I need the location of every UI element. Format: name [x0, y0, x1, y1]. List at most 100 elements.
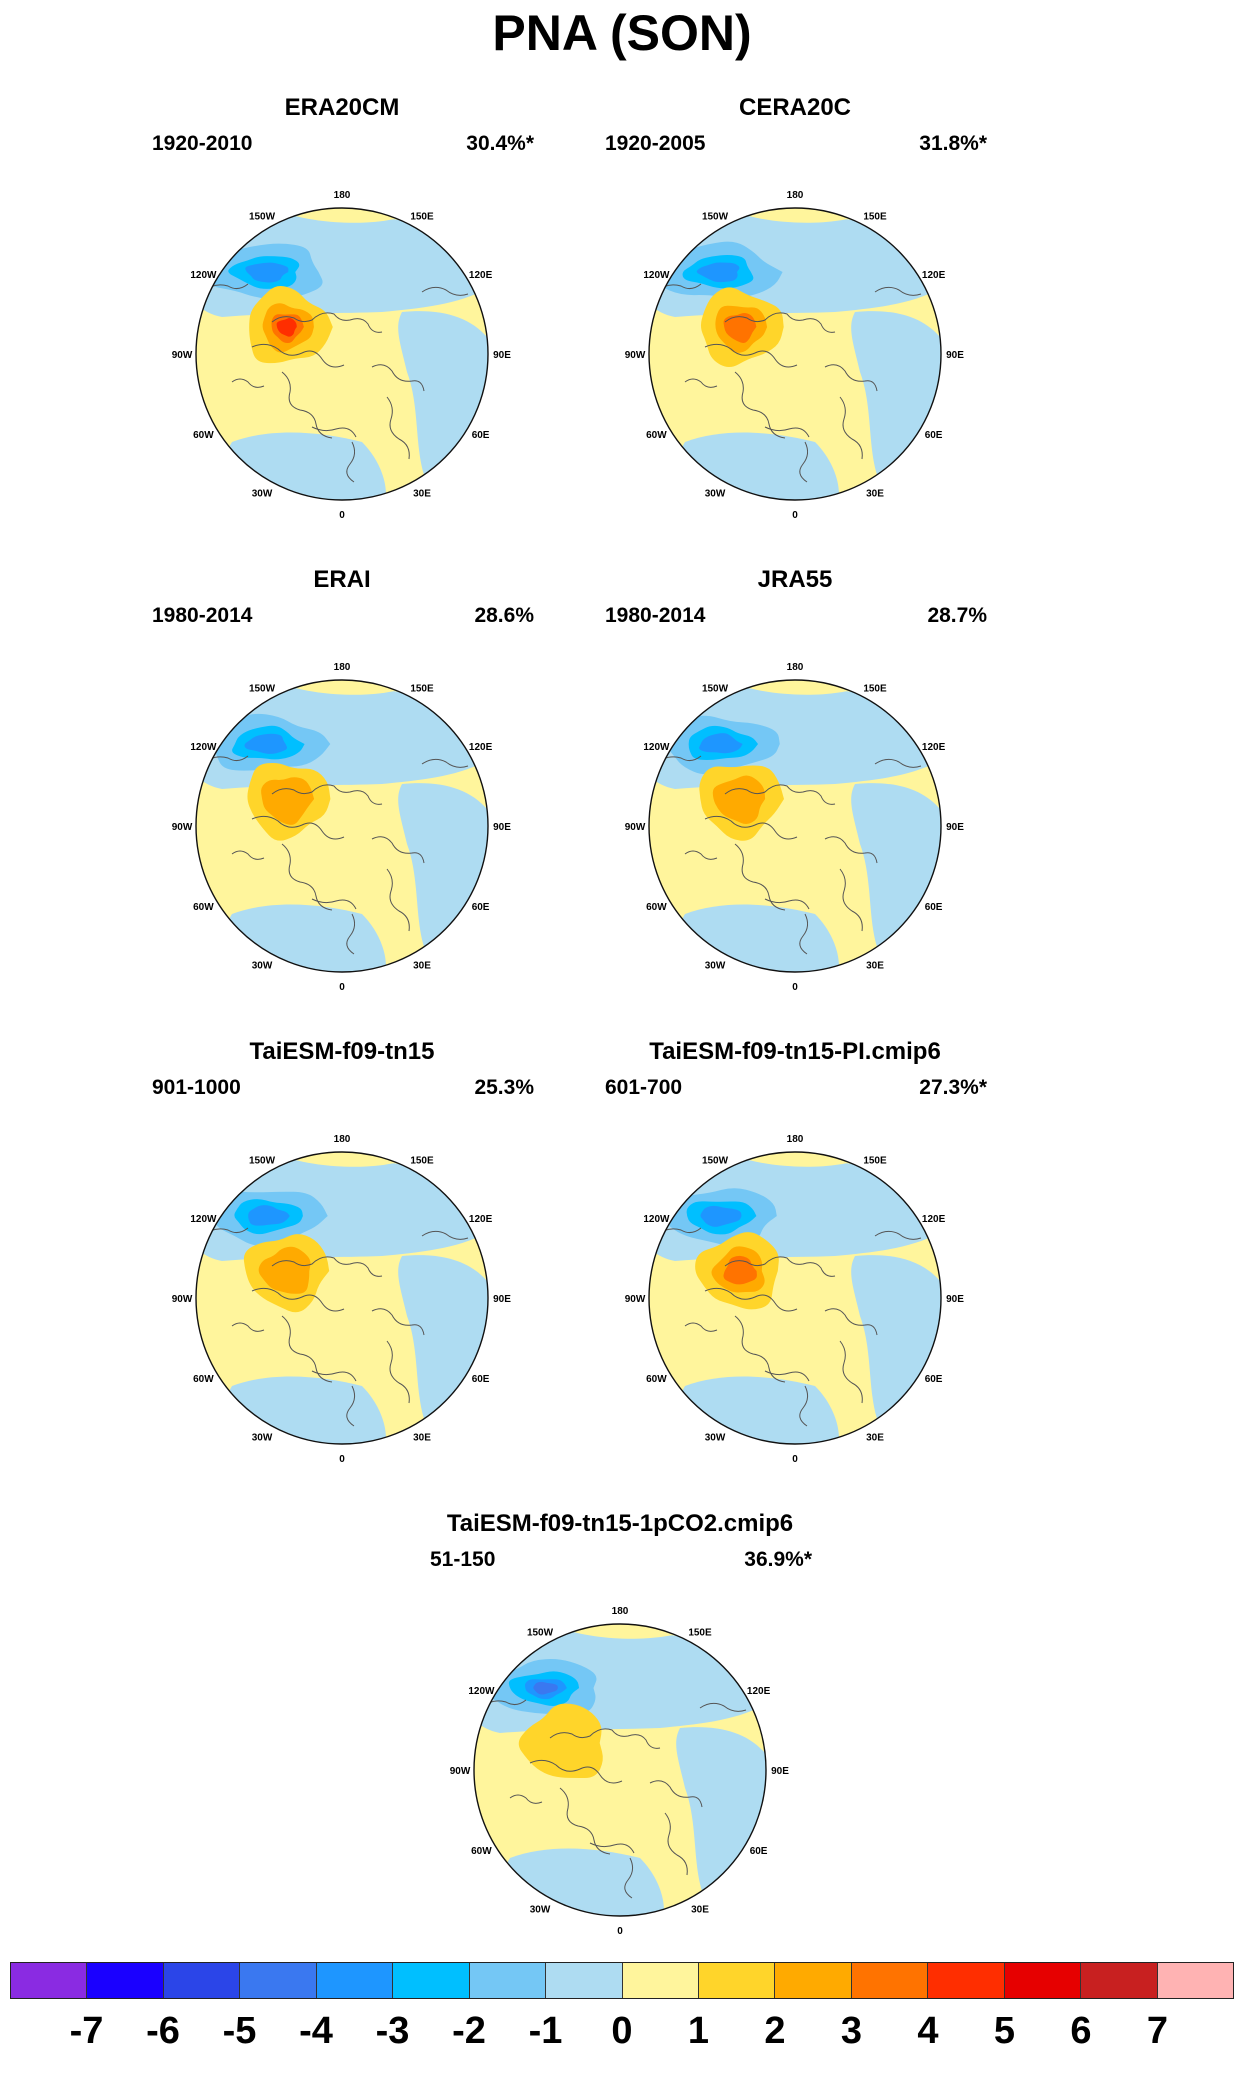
- coastline: [271, 1256, 383, 1277]
- longitude-label: 60W: [193, 902, 214, 913]
- longitude-label: 0: [339, 1454, 345, 1465]
- longitude-label: 90W: [172, 822, 193, 833]
- positive-contour: [258, 1246, 311, 1294]
- longitude-label: 60W: [646, 430, 667, 441]
- colorbar-cell: [163, 1963, 241, 1998]
- colorbar-tick-label: 4: [917, 2010, 939, 2052]
- panel-period: 1920-2005: [605, 132, 706, 155]
- longitude-label: 0: [792, 982, 798, 993]
- coastline: [281, 843, 333, 911]
- map-field: [196, 208, 488, 500]
- longitude-label: 150W: [249, 211, 276, 222]
- coastline: [386, 868, 410, 932]
- map-border: [473, 1623, 767, 1917]
- colorbar-tick-label: 7: [1146, 2010, 1169, 2052]
- coastlines: [654, 283, 922, 483]
- coastline: [311, 1370, 357, 1382]
- negative-contour: [533, 1681, 558, 1695]
- longitude-label: 150W: [702, 683, 729, 694]
- coastline: [371, 1308, 425, 1336]
- coastline: [346, 913, 356, 955]
- map-border: [195, 207, 489, 501]
- coastline: [824, 1308, 878, 1336]
- longitude-label: 90E: [946, 822, 964, 833]
- coastline: [799, 913, 809, 955]
- longitude-label: 180: [334, 662, 351, 673]
- coastline: [421, 1230, 469, 1240]
- coastline: [231, 378, 265, 388]
- panel-variance: 25.3%: [474, 1076, 534, 1099]
- colorbar-tick-label: 6: [1070, 2010, 1092, 2052]
- colorbar-tick-label: -4: [299, 2010, 333, 2052]
- map-border: [648, 679, 942, 973]
- colorbar-cell: [622, 1963, 699, 1998]
- longitude-label: 30W: [252, 961, 273, 972]
- longitude-label: 120W: [468, 1686, 495, 1697]
- coastline: [684, 378, 718, 388]
- longitude-label: 150E: [410, 683, 434, 694]
- coastline: [386, 396, 410, 460]
- positive-contour: [518, 1703, 603, 1778]
- longitude-label: 90E: [946, 1294, 964, 1305]
- colorbar-cell: [87, 1963, 164, 1998]
- longitude-label: 120E: [747, 1686, 771, 1697]
- map-border: [648, 1151, 942, 1445]
- longitude-label: 30E: [413, 489, 431, 500]
- coastline: [251, 1287, 345, 1312]
- colorbar-cell: [1157, 1963, 1233, 1998]
- map-panel-taiesm-1pco2: TaiESM-f09-tn15-1pCO2.cmip6 51-150 36.9%…: [410, 1510, 830, 1980]
- panel-variance: 30.4%*: [466, 132, 534, 155]
- longitude-label: 30W: [705, 489, 726, 500]
- coastline: [281, 1315, 333, 1383]
- longitude-label: 180: [612, 1606, 629, 1617]
- longitude-label: 120W: [190, 742, 217, 753]
- longitude-label: 90E: [946, 350, 964, 361]
- coastline: [346, 441, 356, 483]
- longitude-label: 150E: [863, 683, 887, 694]
- longitude-label: 90E: [771, 1766, 789, 1777]
- panel-title: TaiESM-f09-tn15: [249, 1038, 435, 1065]
- coastline: [839, 1340, 863, 1404]
- longitude-label: 30W: [252, 1433, 273, 1444]
- panel-variance: 36.9%*: [744, 1548, 812, 1571]
- longitude-label: 180: [334, 190, 351, 201]
- polar-map: 180 150E 120E 90E 60E 30E 0 30W 60W 90W 120W 150W: [172, 190, 512, 521]
- negative-region: [227, 1376, 386, 1444]
- longitude-label: 180: [787, 1134, 804, 1145]
- coastline: [664, 1812, 688, 1876]
- colorbar-cell: [316, 1963, 394, 1998]
- coastline: [589, 1842, 635, 1854]
- longitude-label: 120W: [190, 270, 217, 281]
- negative-contour: [248, 1205, 290, 1226]
- polar-map: 180 150E 120E 90E 60E 30E 0 30W 60W 90W 120W 150W: [625, 662, 965, 993]
- panel-period: 1980-2014: [605, 604, 706, 627]
- map-panel-erai: ERAI 1980-2014 28.6% 180 150E 120E 90E 60E 30…: [132, 566, 552, 1036]
- coastline: [874, 286, 922, 296]
- colorbar-tick-label: -7: [69, 2010, 104, 2052]
- panel-variance: 28.7%: [927, 604, 987, 627]
- coastline: [824, 836, 878, 864]
- longitude-label: 150W: [249, 683, 276, 694]
- longitude-label: 60W: [646, 1374, 667, 1385]
- longitude-label: 0: [792, 510, 798, 521]
- longitude-label: 90W: [625, 822, 646, 833]
- coastline: [839, 396, 863, 460]
- coastline: [874, 758, 922, 768]
- panel-period: 1920-2010: [152, 132, 253, 155]
- colorbar-cell: [469, 1963, 547, 1998]
- longitude-label: 150W: [702, 1155, 729, 1166]
- longitude-label: 0: [617, 1926, 623, 1937]
- map-panel-taiesm-pi: TaiESM-f09-tn15-PI.cmip6 601-700 27.3%* …: [585, 1038, 1005, 1508]
- colorbar-tick-label: -1: [528, 2010, 563, 2052]
- colorbar-tick-label: -3: [375, 2010, 410, 2052]
- longitude-label: 180: [334, 1134, 351, 1145]
- longitude-label: 120E: [469, 270, 493, 281]
- longitude-label: 60E: [472, 430, 490, 441]
- panel-period: 601-700: [605, 1076, 683, 1099]
- colorbar: [10, 1962, 1234, 1999]
- longitude-label: 90E: [493, 822, 511, 833]
- longitude-label: 180: [787, 190, 804, 201]
- positive-contour: [723, 312, 757, 343]
- coastline: [704, 343, 798, 368]
- longitude-label: 30W: [252, 489, 273, 500]
